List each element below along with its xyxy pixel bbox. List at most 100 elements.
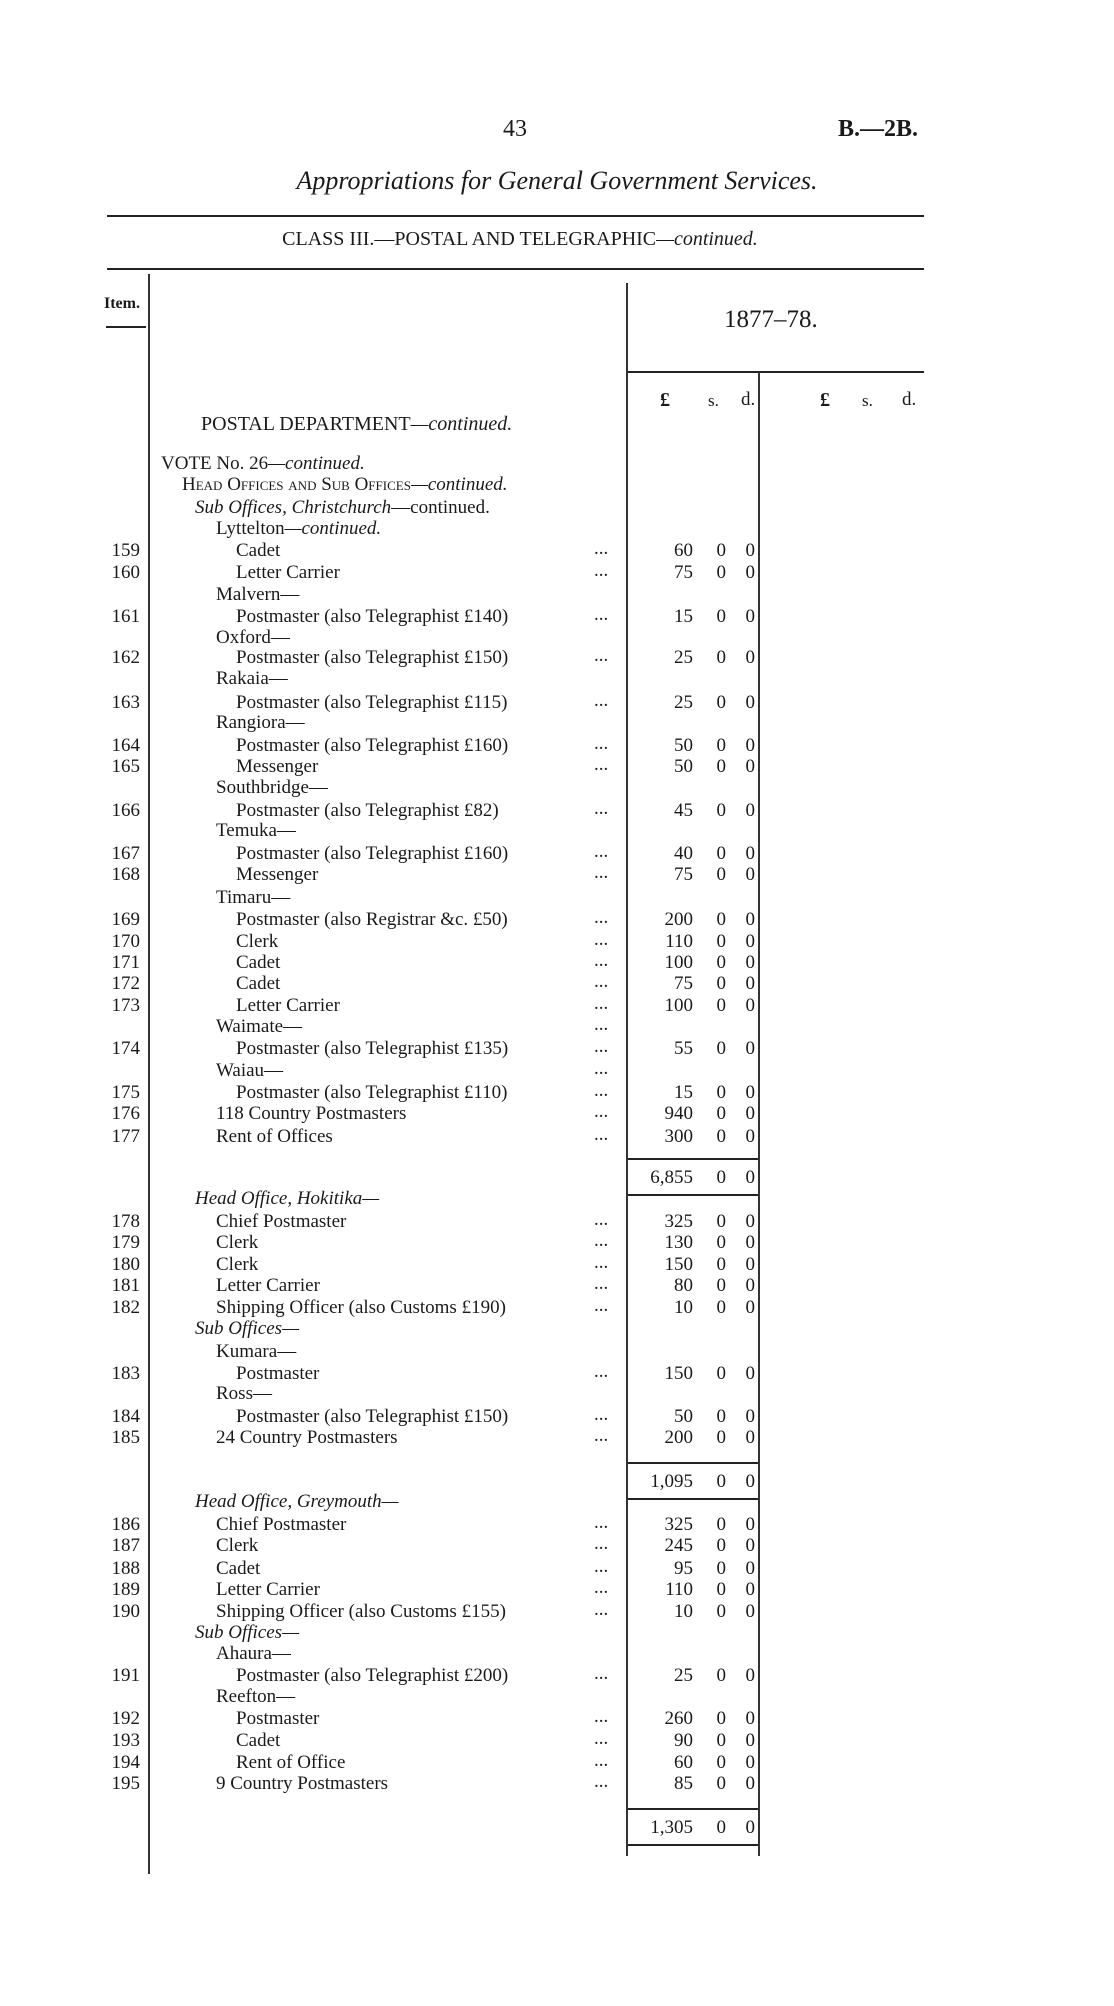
leader-dots: ... [594,1230,609,1251]
amount-pence: 0 [745,1601,756,1622]
amount-pounds: 50 [674,735,693,756]
description-text: Cadet [236,540,281,561]
amount-pence: 0 [745,562,756,583]
amount-pounds: 75 [674,864,693,885]
amount-pounds: 940 [664,1103,694,1124]
row-description: Waimate— [216,1017,302,1037]
amount-shillings: 0 [716,952,727,973]
amount-pence: 0 [745,1275,756,1296]
amount-shillings: 0 [716,1752,727,1773]
row-description: Messenger [236,757,318,777]
description-text: Shipping Officer (also Customs £190) [216,1297,506,1318]
amount-pounds: 15 [674,1082,693,1103]
department-suffix: —continued. [410,413,513,435]
description-text: Cadet [236,952,281,973]
row-description: Cadet [216,1559,260,1579]
item-number: 182 [111,1297,141,1318]
item-number: 170 [111,931,141,952]
amount-pence: 0 [745,756,756,777]
description-text: Rent of Office [236,1752,346,1773]
row-description: VOTE No. 26—continued. [161,454,365,474]
amount-pence: 0 [745,1406,756,1427]
description-text: Head Offices and Sub Offices [182,474,411,495]
leader-dots: ... [594,754,609,775]
item-number: 163 [111,692,141,713]
amount-pence: 0 [745,1103,756,1124]
amount-shillings: 0 [716,540,727,561]
shillings-header: s. [708,391,719,410]
amount-pence: 0 [745,1363,756,1384]
department-title: POSTAL DEPARTMENT [201,413,411,435]
row-description: Postmaster [236,1364,319,1384]
row-description: Postmaster (also Telegraphist £115) [236,693,507,713]
row-description: Oxford— [216,628,290,648]
leader-dots: ... [594,560,609,581]
amount-pence: 0 [745,952,756,973]
row-description: 118 Country Postmasters [216,1104,406,1124]
leader-dots: ... [594,1404,609,1425]
item-number: 167 [111,843,141,864]
leader-dots: ... [594,690,609,711]
description-text: Postmaster (also Telegraphist £135) [236,1038,509,1059]
department-heading: POSTAL DEPARTMENT—continued. [201,413,512,436]
item-number: 171 [111,952,141,973]
amount-pence: 0 [745,540,756,561]
leader-dots: ... [594,798,609,819]
amount-shillings: 0 [716,1817,727,1838]
description-text: Clerk [216,1232,259,1253]
amount-pounds: 45 [674,800,693,821]
item-number: 174 [111,1038,141,1059]
amount-pence: 0 [745,1297,756,1318]
amount-pence: 0 [745,1082,756,1103]
item-number: 188 [111,1558,141,1579]
leader-dots: ... [594,1771,609,1792]
row-description: Postmaster (also Telegraphist £135) [236,1039,508,1059]
class-heading: CLASS III.—POSTAL AND TELEGRAPHIC—contin… [0,228,1040,251]
shillings-header-2: s. [862,391,873,410]
row-description: 9 Country Postmasters [216,1774,388,1794]
item-number: 166 [111,800,141,821]
amount-pence: 0 [745,647,756,668]
row-description: Letter Carrier [236,996,340,1016]
amount-pounds: 25 [674,1665,693,1686]
description-text: 24 Country Postmasters [216,1427,398,1448]
amount-shillings: 0 [716,931,727,952]
amount-pounds: 110 [665,931,693,952]
amount-shillings: 0 [716,909,727,930]
row-description: Messenger [236,865,318,885]
amount-shillings: 0 [716,843,727,864]
row-description: Postmaster (also Telegraphist £110) [236,1083,507,1103]
row-description: Shipping Officer (also Customs £155) [216,1602,506,1622]
pounds-header: £ [660,389,670,411]
amount-pounds: 75 [674,973,693,994]
item-column-divider [148,274,150,1874]
amount-pence: 0 [745,1211,756,1232]
amount-shillings: 0 [716,647,727,668]
description-text: Postmaster [236,1708,320,1729]
leader-dots: ... [594,733,609,754]
description-text: 118 Country Postmasters [216,1103,407,1124]
amount-pence: 0 [745,800,756,821]
amount-pence: 0 [745,931,756,952]
description-text: 9 Country Postmasters [216,1773,389,1794]
leader-dots: ... [594,1533,609,1554]
amount-pence: 0 [745,692,756,713]
description-text: Postmaster (also Telegraphist £160) [236,735,509,756]
item-number: 159 [111,540,141,561]
amount-pounds: 25 [674,692,693,713]
amount-pence: 0 [745,1167,756,1188]
class-title: CLASS III.—POSTAL AND TELEGRAPHIC [282,228,657,250]
leader-dots: ... [594,1361,609,1382]
item-number: 165 [111,756,141,777]
item-column-header: Item. [104,295,140,312]
leader-dots: ... [594,1273,609,1294]
amount-shillings: 0 [716,1708,727,1729]
amount-pence: 0 [745,1232,756,1253]
item-number: 177 [111,1126,141,1147]
amount-pounds: 60 [674,1752,693,1773]
row-description: Ross— [216,1384,272,1404]
estimate-column-divider [758,372,760,1856]
description-text: Rangiora— [216,712,305,733]
description-text: Chief Postmaster [216,1514,347,1535]
description-text: Postmaster (also Telegraphist £115) [236,692,508,713]
